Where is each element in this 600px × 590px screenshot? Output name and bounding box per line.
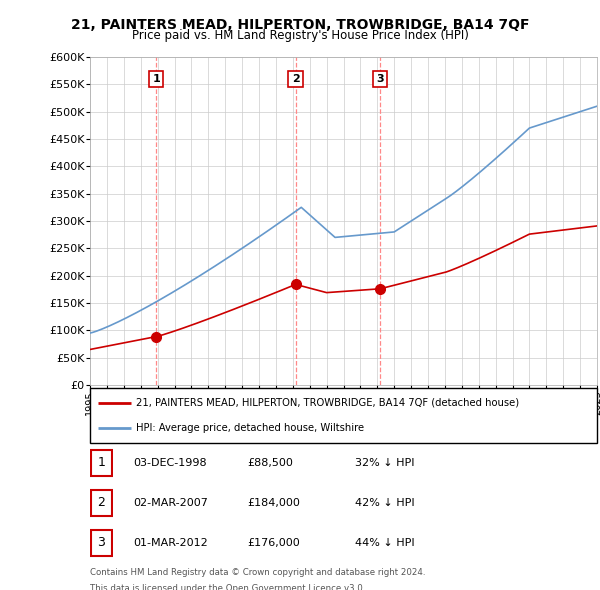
Text: 32% ↓ HPI: 32% ↓ HPI <box>355 458 415 468</box>
Text: 1: 1 <box>97 457 106 470</box>
Text: 44% ↓ HPI: 44% ↓ HPI <box>355 538 415 548</box>
Text: 21, PAINTERS MEAD, HILPERTON, TROWBRIDGE, BA14 7QF: 21, PAINTERS MEAD, HILPERTON, TROWBRIDGE… <box>71 18 529 32</box>
Text: 2: 2 <box>292 74 299 84</box>
Text: 2: 2 <box>97 497 106 510</box>
Bar <box>91 530 112 556</box>
Bar <box>91 450 112 476</box>
Text: £88,500: £88,500 <box>247 458 293 468</box>
Text: HPI: Average price, detached house, Wiltshire: HPI: Average price, detached house, Wilt… <box>136 423 364 433</box>
Text: 01-MAR-2012: 01-MAR-2012 <box>133 538 208 548</box>
Text: 21, PAINTERS MEAD, HILPERTON, TROWBRIDGE, BA14 7QF (detached house): 21, PAINTERS MEAD, HILPERTON, TROWBRIDGE… <box>136 398 519 408</box>
Text: 42% ↓ HPI: 42% ↓ HPI <box>355 498 415 508</box>
Text: 3: 3 <box>376 74 384 84</box>
Text: 3: 3 <box>97 536 106 549</box>
Bar <box>91 490 112 516</box>
Text: 02-MAR-2007: 02-MAR-2007 <box>133 498 208 508</box>
Text: £176,000: £176,000 <box>247 538 300 548</box>
Text: Price paid vs. HM Land Registry's House Price Index (HPI): Price paid vs. HM Land Registry's House … <box>131 30 469 42</box>
Text: 1: 1 <box>152 74 160 84</box>
Text: £184,000: £184,000 <box>247 498 300 508</box>
Text: This data is licensed under the Open Government Licence v3.0.: This data is licensed under the Open Gov… <box>90 584 365 590</box>
Text: 03-DEC-1998: 03-DEC-1998 <box>133 458 207 468</box>
Text: Contains HM Land Registry data © Crown copyright and database right 2024.: Contains HM Land Registry data © Crown c… <box>90 568 425 576</box>
